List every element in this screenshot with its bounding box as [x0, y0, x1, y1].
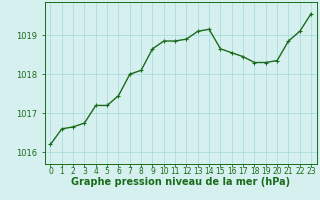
X-axis label: Graphe pression niveau de la mer (hPa): Graphe pression niveau de la mer (hPa) [71, 177, 290, 187]
